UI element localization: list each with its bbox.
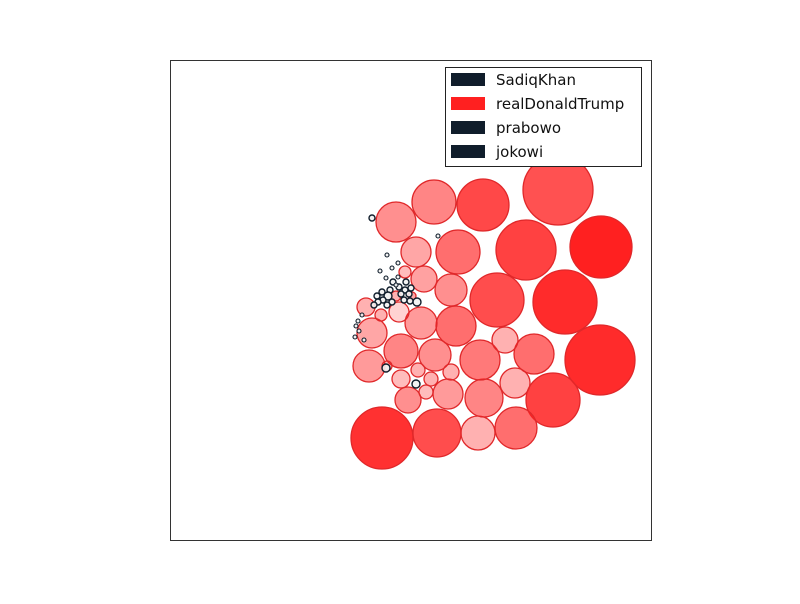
legend-swatch-jokowi <box>451 145 485 158</box>
trump-bubble-30 <box>352 349 386 383</box>
trump-bubble-2 <box>495 219 557 281</box>
trump-bubble-26 <box>383 333 419 369</box>
dark-bubble-34 <box>381 363 391 373</box>
trump-bubble-34 <box>391 369 411 389</box>
dark-bubble-32 <box>352 334 358 340</box>
dark-bubbles <box>352 214 441 389</box>
dark-bubble-0 <box>368 214 376 222</box>
trump-bubble-15 <box>464 378 504 418</box>
trump-bubble-25 <box>418 338 452 372</box>
trump-bubble-22 <box>404 306 438 340</box>
trump-bubble-35 <box>410 362 426 378</box>
trump-bubble-23 <box>400 236 432 268</box>
dark-bubble-31 <box>356 328 362 334</box>
trump-bubble-24 <box>410 265 438 293</box>
trump-bubble-14 <box>460 415 496 451</box>
trump-bubble-27 <box>432 378 464 410</box>
dark-bubble-9 <box>402 278 410 286</box>
trump-bubble-9 <box>375 201 417 243</box>
trump-bubble-28 <box>394 386 422 414</box>
dark-bubble-30 <box>353 323 359 329</box>
dark-bubble-1 <box>435 233 441 239</box>
trump-bubble-18 <box>499 367 531 399</box>
trump-bubble-21 <box>434 273 468 307</box>
dark-bubble-12 <box>378 288 386 296</box>
trump-bubble-20 <box>435 305 477 347</box>
dark-bubble-24 <box>412 297 422 307</box>
dark-bubble-28 <box>359 312 365 318</box>
dark-bubble-26 <box>370 301 378 309</box>
dark-bubble-35 <box>411 379 421 389</box>
dark-bubble-4 <box>389 265 395 271</box>
trump-bubble-8 <box>435 229 481 275</box>
dark-bubble-22 <box>400 296 408 304</box>
trump-bubble-29 <box>356 317 388 349</box>
legend-swatch-prabowo <box>451 121 485 134</box>
legend-label-realdonaldtrump: realDonaldTrump <box>496 95 624 113</box>
trump-bubble-16 <box>459 339 501 381</box>
legend-label-sadiqkhan: SadiqKhan <box>496 71 576 89</box>
trump-bubble-19 <box>491 326 519 354</box>
legend-swatch-sadiqkhan <box>451 73 485 86</box>
dark-bubble-3 <box>395 260 401 266</box>
trump-bubble-38 <box>442 363 460 381</box>
trump-bubble-7 <box>411 179 457 225</box>
legend-label-prabowo: prabowo <box>496 119 561 137</box>
trump-bubble-4 <box>564 324 636 396</box>
trump-bubble-5 <box>456 178 510 232</box>
dark-bubble-2 <box>384 252 390 258</box>
trump-bubble-33 <box>374 308 388 322</box>
trump-bubble-36 <box>423 371 439 387</box>
dark-bubble-13 <box>373 292 381 300</box>
trump-bubble-10 <box>525 372 581 428</box>
legend-label-jokowi: jokowi <box>495 143 543 161</box>
dark-bubble-23 <box>406 297 414 305</box>
trump-bubble-3 <box>532 269 598 335</box>
trump-bubble-17 <box>513 333 555 375</box>
trump-bubble-37 <box>418 384 434 400</box>
legend-swatch-realdonaldtrump <box>451 97 485 110</box>
dark-bubble-27 <box>393 282 399 288</box>
dark-bubble-25 <box>383 301 391 309</box>
dark-bubble-17 <box>405 290 413 298</box>
trump-bubble-13 <box>494 406 538 450</box>
dark-bubble-16 <box>407 284 415 292</box>
trump-bubbles <box>350 154 636 470</box>
dark-bubble-7 <box>395 274 401 280</box>
trump-bubble-12 <box>412 408 462 458</box>
trump-bubble-39 <box>398 265 412 279</box>
dark-bubble-33 <box>361 337 367 343</box>
dark-bubble-29 <box>355 318 361 324</box>
trump-bubble-31 <box>388 301 410 323</box>
trump-bubble-11 <box>350 406 414 470</box>
dark-bubble-5 <box>377 268 383 274</box>
trump-bubble-1 <box>569 215 633 279</box>
dark-bubble-6 <box>383 275 389 281</box>
dark-bubble-18 <box>397 290 405 298</box>
trump-bubble-6 <box>469 272 525 328</box>
legend: SadiqKhan realDonaldTrump prabowo jokowi <box>445 67 642 167</box>
